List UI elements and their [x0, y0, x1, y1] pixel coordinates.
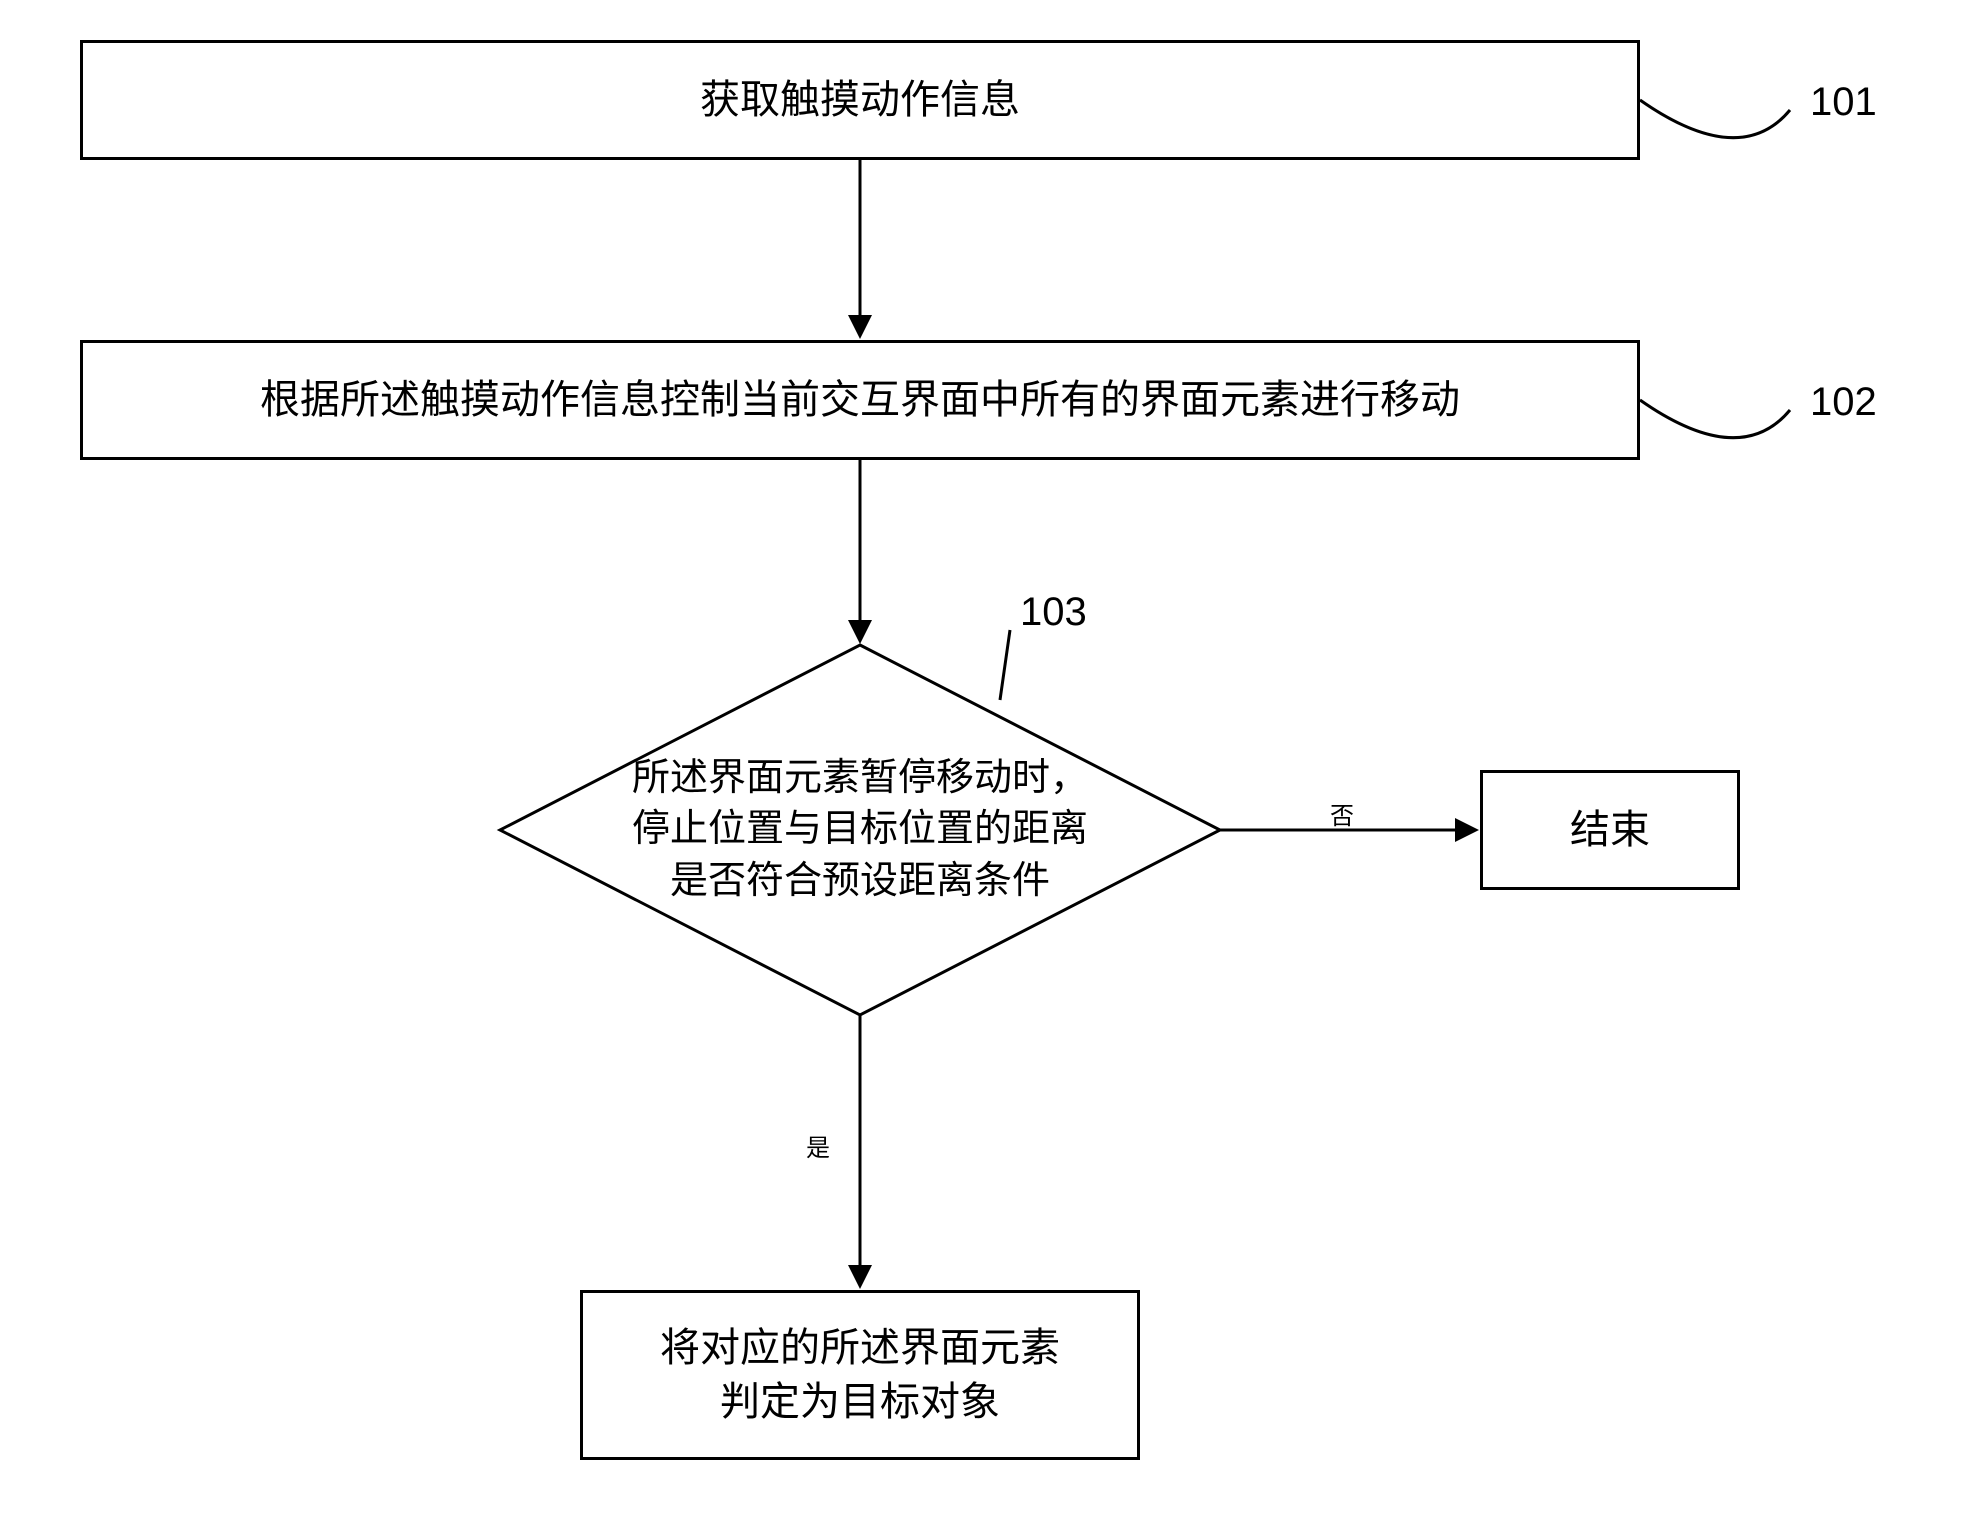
flowchart-canvas: 获取触摸动作信息 101 根据所述触摸动作信息控制当前交互界面中所有的界面元素进…	[0, 0, 1988, 1538]
edge-label-yes: 是	[806, 1128, 830, 1163]
flow-edges	[0, 0, 1988, 1538]
edge-label-no: 否	[1330, 796, 1354, 831]
